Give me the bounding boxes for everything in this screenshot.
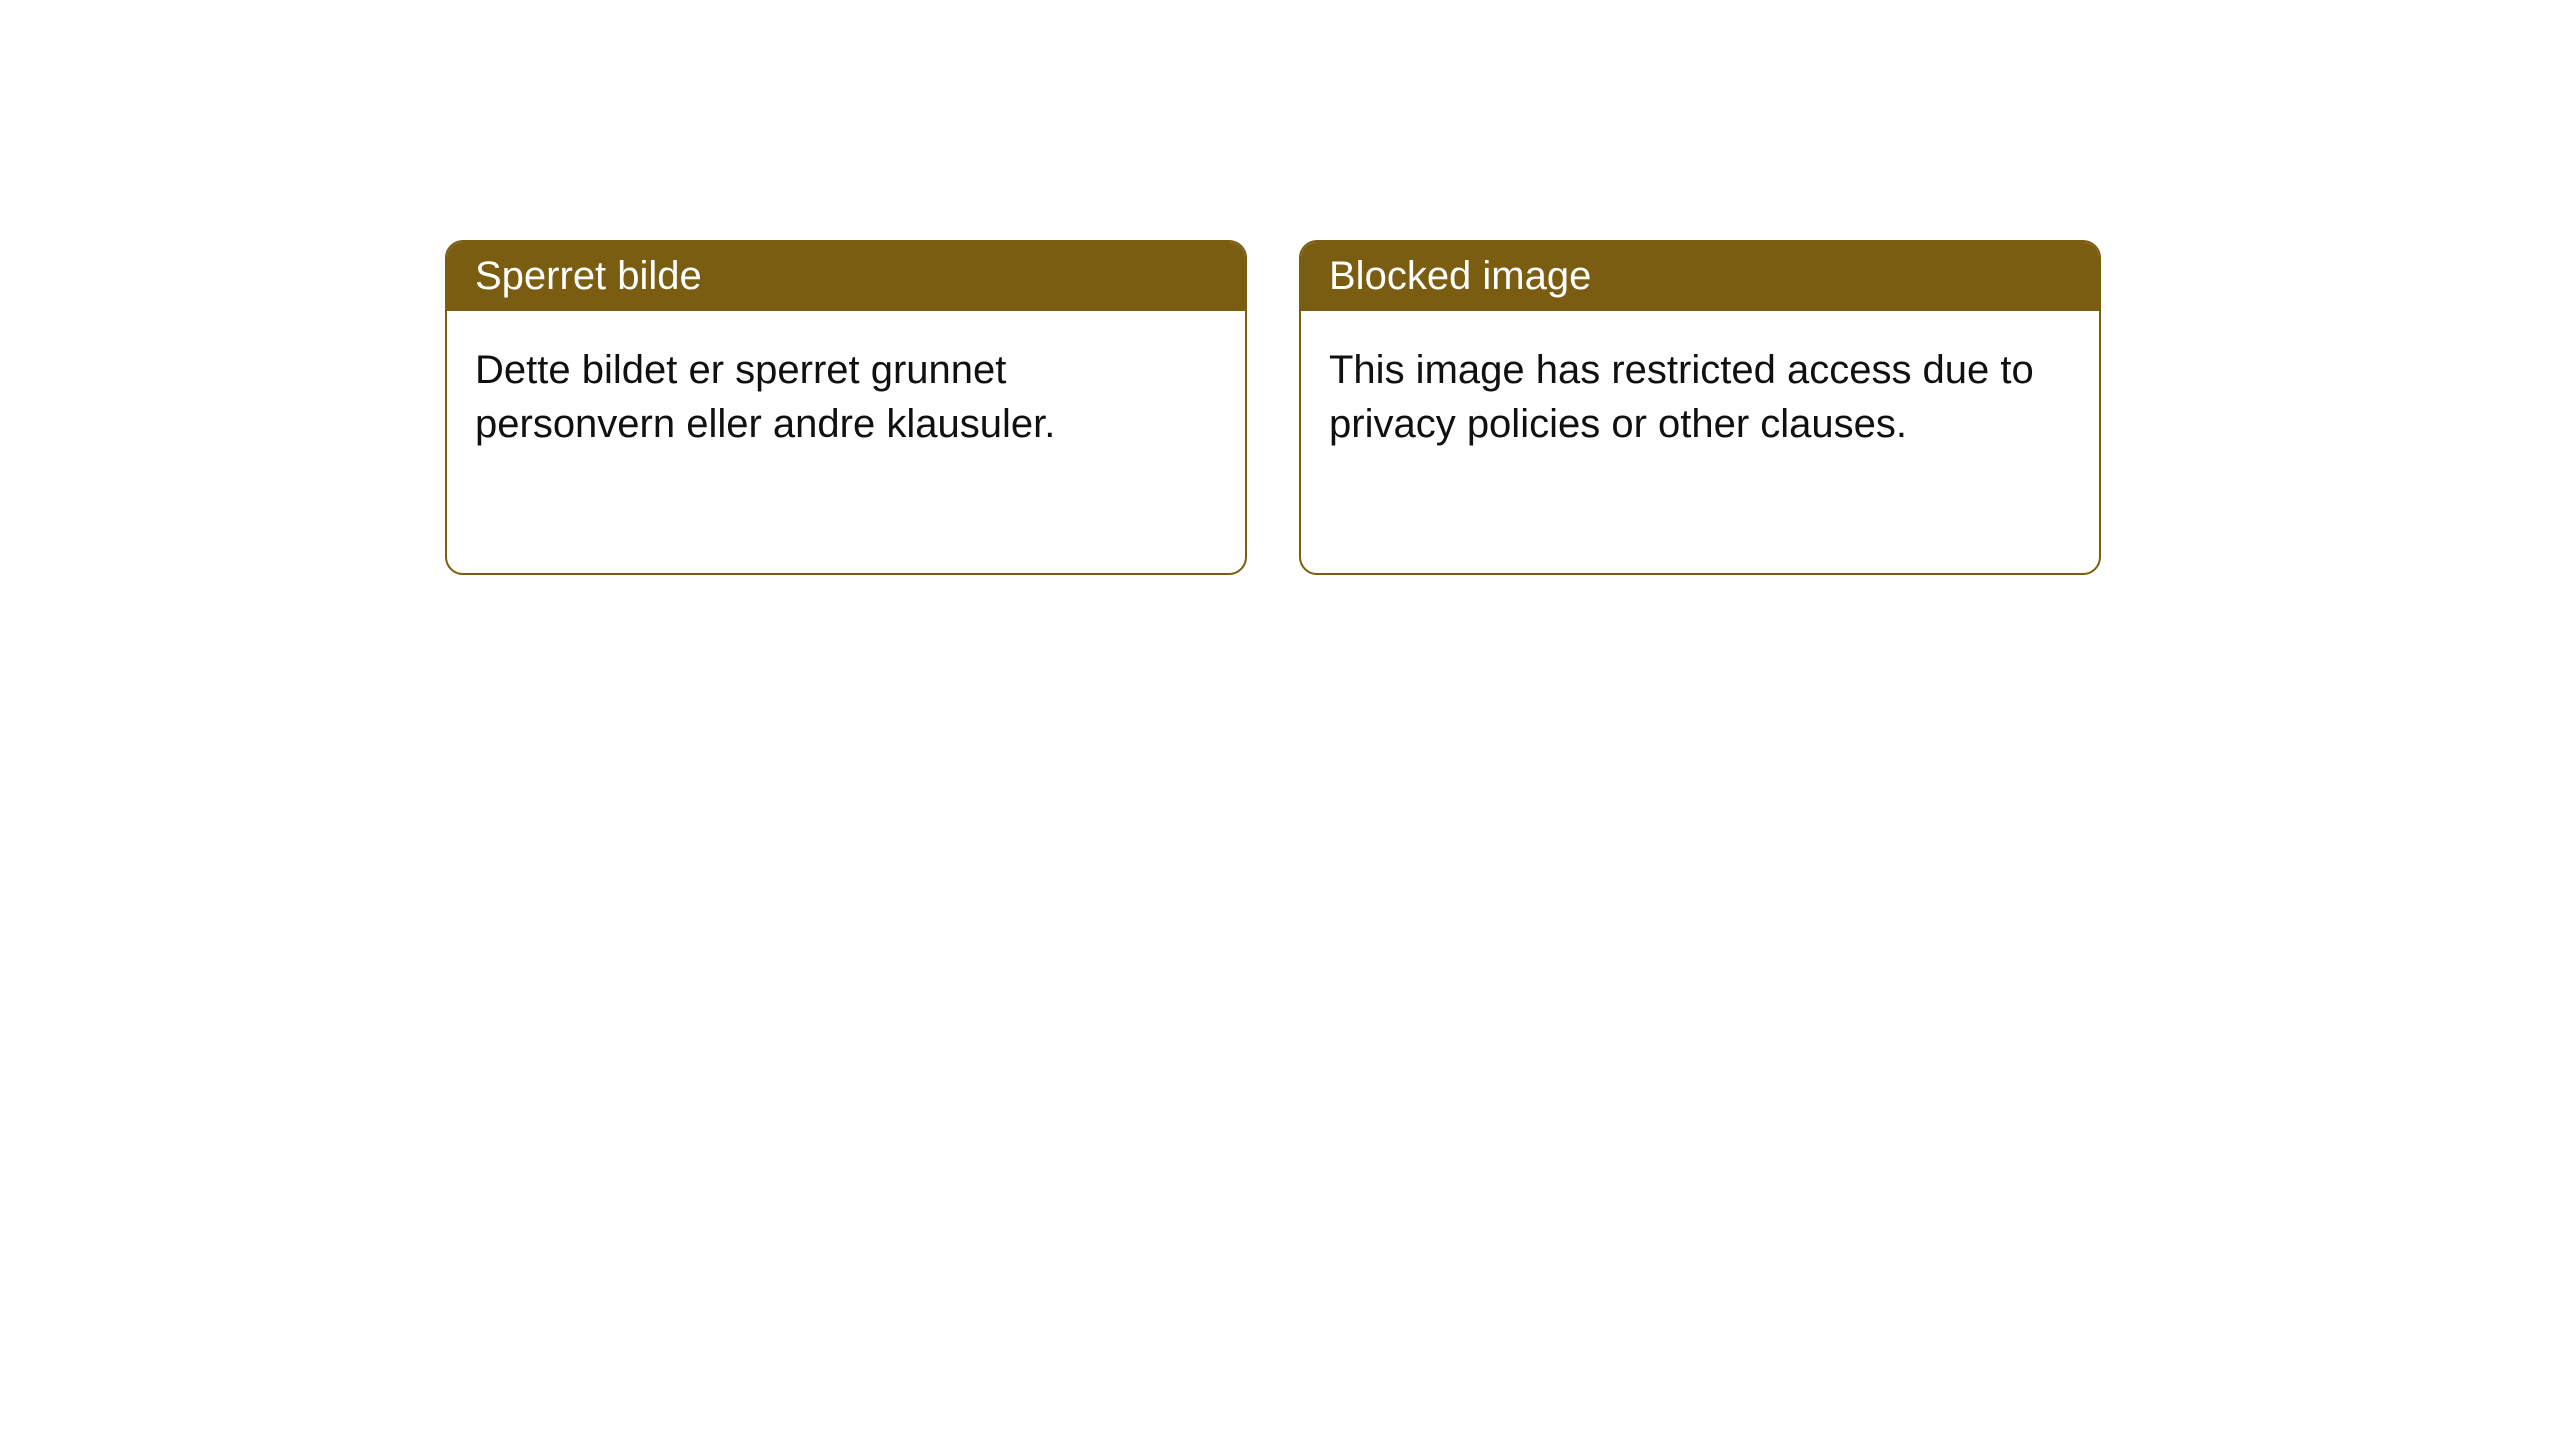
card-body-text: Dette bildet er sperret grunnet personve… bbox=[475, 348, 1055, 446]
card-body: Dette bildet er sperret grunnet personve… bbox=[447, 311, 1245, 483]
card-body-text: This image has restricted access due to … bbox=[1329, 348, 2034, 446]
card-header: Sperret bilde bbox=[447, 242, 1245, 311]
card-title: Sperret bilde bbox=[475, 254, 702, 298]
cards-row: Sperret bilde Dette bildet er sperret gr… bbox=[445, 240, 2560, 575]
card-header: Blocked image bbox=[1301, 242, 2099, 311]
blocked-image-card-en: Blocked image This image has restricted … bbox=[1299, 240, 2101, 575]
blocked-image-card-no: Sperret bilde Dette bildet er sperret gr… bbox=[445, 240, 1247, 575]
card-title: Blocked image bbox=[1329, 254, 1591, 298]
card-body: This image has restricted access due to … bbox=[1301, 311, 2099, 483]
